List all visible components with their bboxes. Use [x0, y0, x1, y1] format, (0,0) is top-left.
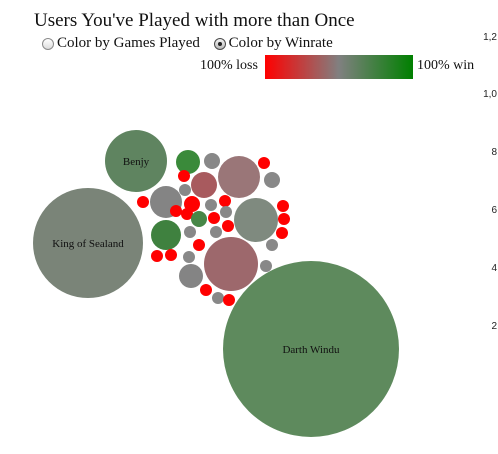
bubble[interactable] — [258, 157, 270, 169]
bubble[interactable] — [204, 153, 220, 169]
side-tick-label: 4 — [491, 263, 497, 274]
bubble[interactable] — [234, 198, 278, 242]
bubble[interactable] — [181, 208, 193, 220]
bubble[interactable] — [176, 150, 200, 174]
bubble[interactable] — [223, 294, 235, 306]
side-tick-label: 1,0 — [483, 89, 497, 100]
bubble[interactable] — [278, 213, 290, 225]
bubble-label: Darth Windu — [282, 344, 340, 356]
bubble[interactable] — [137, 196, 149, 208]
bubble[interactable] — [151, 220, 181, 250]
bubble[interactable] — [264, 172, 280, 188]
side-tick-label: 1,2 — [483, 32, 497, 43]
color-mode-controls: Color by Games Played Color by Winrate — [42, 35, 343, 55]
bubble[interactable] — [184, 226, 196, 238]
bubble[interactable] — [191, 211, 207, 227]
bubble[interactable] — [222, 220, 234, 232]
radio-checked-icon[interactable] — [213, 37, 226, 50]
radio-color-by-games-played[interactable]: Color by Games Played — [42, 35, 200, 52]
bubble[interactable] — [179, 264, 203, 288]
bubble[interactable] — [183, 251, 195, 263]
radio-color-by-winrate[interactable]: Color by Winrate — [213, 35, 333, 52]
bubble[interactable] — [200, 284, 212, 296]
bubble[interactable] — [191, 172, 217, 198]
bubble[interactable] — [208, 212, 220, 224]
radio-label-games-played: Color by Games Played — [57, 35, 200, 51]
bubble[interactable] — [178, 170, 190, 182]
radio-label-winrate: Color by Winrate — [228, 35, 333, 51]
bubble[interactable] — [170, 205, 182, 217]
bubble[interactable] — [204, 237, 258, 291]
bubble[interactable] — [277, 200, 289, 212]
bubble-labeled[interactable] — [33, 188, 143, 298]
bubble[interactable] — [260, 260, 272, 272]
side-tick-label: 8 — [491, 147, 497, 158]
chart-title: Users You've Played with more than Once — [34, 10, 355, 31]
bubble[interactable] — [218, 156, 260, 198]
bubble[interactable] — [179, 184, 191, 196]
bubble[interactable] — [193, 239, 205, 251]
bubble-labeled[interactable] — [223, 261, 399, 437]
bubble[interactable] — [210, 226, 222, 238]
bubble-label: Benjy — [123, 156, 150, 168]
bubble[interactable] — [266, 239, 278, 251]
radio-unchecked-icon[interactable] — [42, 37, 54, 50]
bubble[interactable] — [205, 199, 217, 211]
bubble[interactable] — [165, 249, 177, 261]
side-tick-label: 6 — [491, 205, 497, 216]
side-tick-label: 2 — [491, 321, 497, 332]
bubble[interactable] — [219, 195, 231, 207]
bubble[interactable] — [151, 250, 163, 262]
legend-color-gradient — [265, 55, 413, 79]
legend-min-label: 100% loss — [200, 58, 258, 73]
bubble[interactable] — [212, 292, 224, 304]
bubble[interactable] — [184, 196, 200, 212]
bubble[interactable] — [220, 206, 232, 218]
bubble[interactable] — [276, 227, 288, 239]
bubble-label: King of Sealand — [52, 238, 124, 250]
legend-max-label: 100% win — [417, 58, 475, 73]
bubble-labeled[interactable] — [105, 130, 167, 192]
